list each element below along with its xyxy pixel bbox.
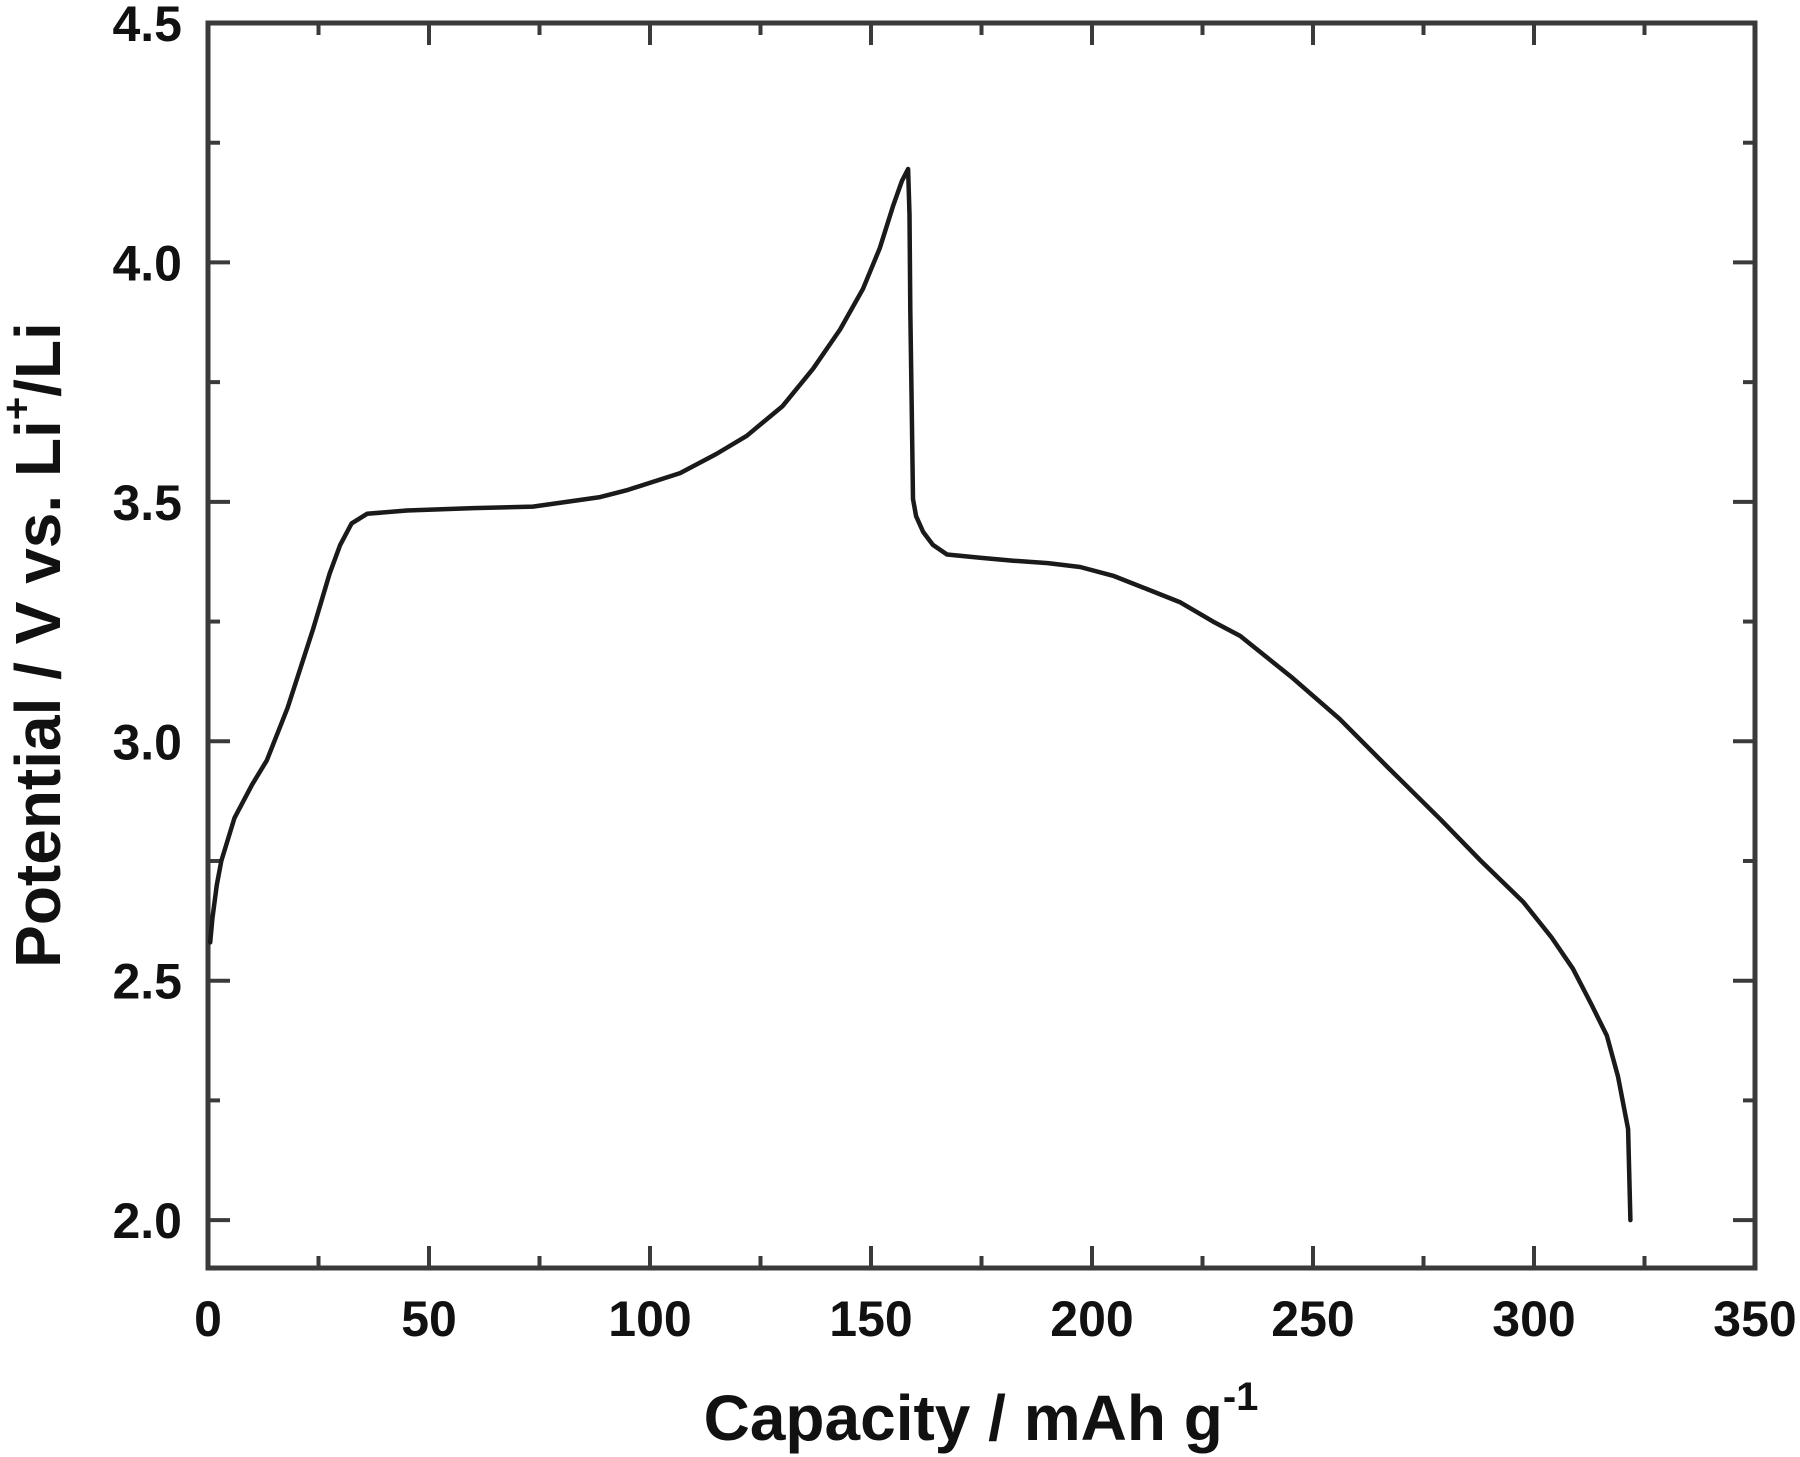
y-tick-label: 4.0	[112, 235, 182, 291]
plot-frame	[205, 20, 1758, 1271]
x-tick-labels: 0 50 100 150 200 250 300 350	[194, 1291, 1797, 1347]
y-tick-label: 2.0	[112, 1193, 182, 1249]
x-tick-label: 150	[829, 1291, 912, 1347]
y-tick-label: 3.0	[112, 714, 182, 770]
x-tick-label: 250	[1271, 1291, 1354, 1347]
y-tick-label: 4.5	[112, 0, 182, 52]
x-tick-label: 50	[401, 1291, 457, 1347]
axis-ticks	[206, 21, 1757, 1268]
y-axis-title: Potential / V vs. Li+/Li	[0, 322, 74, 968]
x-tick-label: 350	[1713, 1291, 1796, 1347]
y-tick-labels: 2.0 2.5 3.0 3.5 4.0 4.5	[112, 0, 182, 1249]
plot-border	[205, 20, 1758, 1271]
x-axis-title: Capacity / mAh g-1	[704, 1375, 1259, 1454]
x-tick-label: 200	[1050, 1291, 1133, 1347]
y-tick-label: 3.5	[112, 475, 182, 531]
x-tick-label: 0	[194, 1291, 222, 1347]
x-tick-label: 300	[1492, 1291, 1575, 1347]
y-tick-label: 2.5	[112, 954, 182, 1010]
voltage-capacity-curve	[207, 166, 1633, 1223]
x-tick-label: 100	[608, 1291, 691, 1347]
data-series	[207, 166, 1633, 1223]
